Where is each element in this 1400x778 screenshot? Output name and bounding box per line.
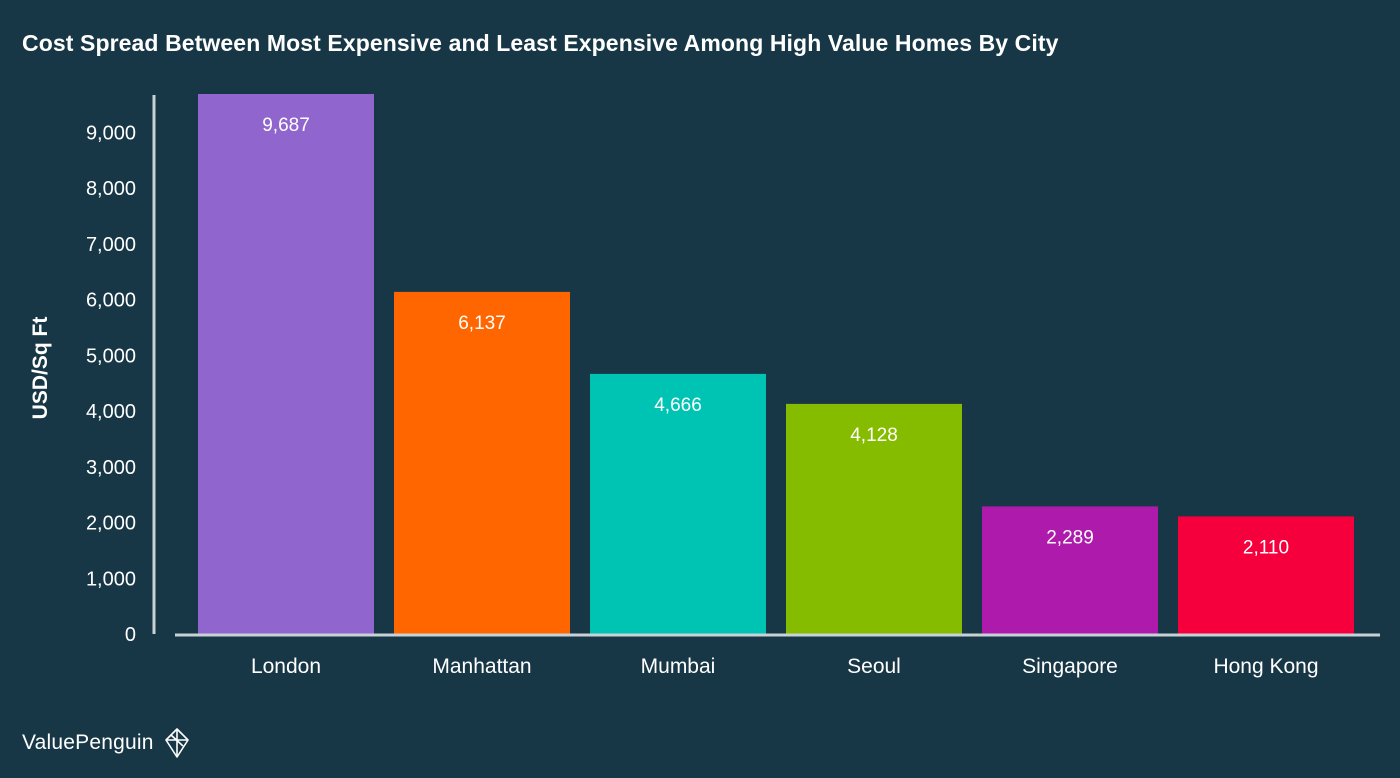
- x-tick-label: London: [251, 655, 321, 678]
- bar-singapore: [982, 506, 1158, 634]
- x-axis-labels: London Manhattan Mumbai Seoul Singapore Hong …: [251, 655, 1319, 678]
- x-tick-label: Mumbai: [641, 655, 716, 678]
- y-tick-label: 9,000: [86, 122, 136, 144]
- x-tick-label: Singapore: [1022, 655, 1118, 678]
- bar-value-label: 2,289: [1046, 527, 1094, 548]
- bar-seoul: [786, 403, 962, 634]
- bar-london: [198, 94, 374, 634]
- bar-value-label: 6,137: [458, 313, 506, 334]
- chart-title: Cost Spread Between Most Expensive and L…: [22, 30, 1059, 56]
- y-tick-label: 5,000: [86, 345, 136, 367]
- y-tick-label: 6,000: [86, 290, 136, 312]
- bar-value-labels: 9,687 6,137 4,666 4,128 2,289 2,110: [262, 115, 1289, 558]
- valuepenguin-brand: ValuePenguin: [22, 728, 194, 758]
- bar-hong-kong: [1178, 516, 1354, 634]
- y-tick-label: 1,000: [86, 568, 136, 590]
- y-tick-label: 7,000: [86, 234, 136, 256]
- bar-value-label: 4,128: [850, 425, 898, 446]
- valuepenguin-logo-icon: [164, 728, 189, 758]
- y-axis-label: USD/Sq Ft: [29, 317, 52, 420]
- x-tick-label: Hong Kong: [1213, 655, 1318, 678]
- bar-manhattan: [394, 291, 570, 634]
- bar-value-label: 2,110: [1243, 537, 1289, 558]
- x-tick-label: Manhattan: [432, 655, 531, 678]
- y-tick-label: 0: [125, 624, 136, 646]
- bar-value-label: 4,666: [654, 395, 702, 416]
- brand-name: ValuePenguin: [22, 731, 154, 754]
- y-tick-label: 3,000: [86, 457, 136, 479]
- bars: [198, 94, 1354, 634]
- y-axis-ticks: 0 1,000 2,000 3,000 4,000 5,000 6,000 7,000 8,00…: [86, 122, 136, 646]
- bar-value-label: 9,687: [262, 115, 310, 136]
- y-tick-label: 2,000: [86, 513, 136, 535]
- y-tick-label: 8,000: [86, 178, 136, 200]
- x-tick-label: Seoul: [847, 655, 901, 678]
- bar-mumbai: [590, 373, 766, 634]
- y-tick-label: 4,000: [86, 401, 136, 423]
